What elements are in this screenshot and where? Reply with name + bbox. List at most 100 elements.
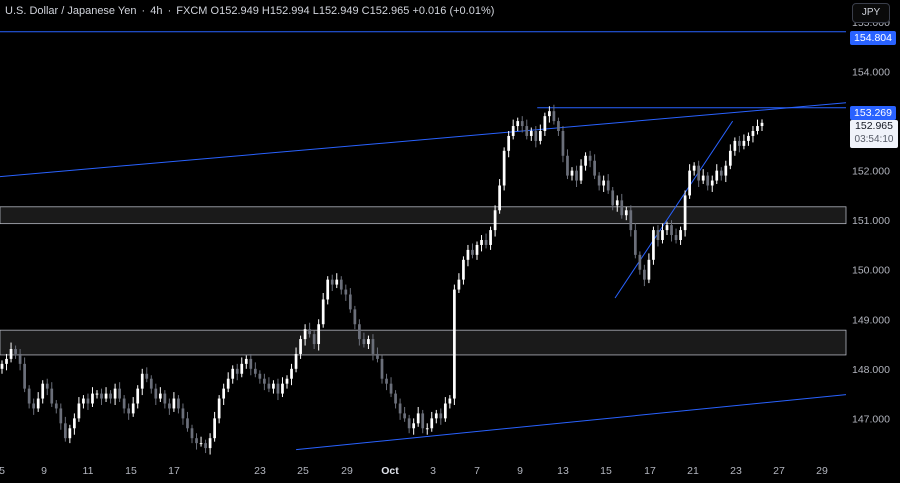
candle-body xyxy=(27,388,31,404)
source-label: FXCM xyxy=(176,5,208,17)
candle-body xyxy=(303,329,307,340)
candle-body xyxy=(756,126,759,131)
candle-body xyxy=(86,398,90,404)
candle-body xyxy=(742,140,746,146)
candle-body xyxy=(177,398,180,409)
candle-body xyxy=(380,358,384,379)
candle-body xyxy=(620,200,624,216)
candle-body xyxy=(389,383,393,394)
close-value: C152.965 xyxy=(361,5,410,17)
symbol-name[interactable]: U.S. Dollar / Japanese Yen xyxy=(5,5,137,17)
x-tick-label: 9 xyxy=(41,465,47,477)
candle-body xyxy=(253,368,257,374)
candle-body xyxy=(525,126,529,136)
candle-body xyxy=(706,175,710,186)
candle-body xyxy=(584,155,587,166)
candle-body xyxy=(579,165,583,181)
candle-body xyxy=(95,393,99,395)
candle-body xyxy=(724,165,728,176)
y-tick-label: 149.000 xyxy=(852,314,890,326)
x-tick-label: 9 xyxy=(517,465,523,477)
candle-body xyxy=(688,170,691,196)
candle-body xyxy=(100,393,103,399)
candle-body xyxy=(434,413,438,419)
candle-body xyxy=(63,423,67,439)
interval-label[interactable]: 4h xyxy=(150,5,163,17)
x-tick-label: 15 xyxy=(125,465,137,477)
candle-body xyxy=(529,131,533,136)
low-value: L152.949 xyxy=(312,5,359,17)
support-zone-0 xyxy=(0,206,847,225)
candle-body xyxy=(701,175,705,181)
candle-body xyxy=(652,230,655,260)
x-tick-label: 7 xyxy=(474,465,480,477)
candle-body xyxy=(760,122,764,127)
candle-body xyxy=(326,279,330,300)
candle-body xyxy=(54,403,58,409)
candle-body xyxy=(50,388,54,404)
candle-body xyxy=(109,393,112,399)
candle-body xyxy=(597,175,601,186)
candle-body xyxy=(36,398,40,409)
candle-body xyxy=(733,140,737,151)
candle-body xyxy=(272,383,275,389)
candle-body xyxy=(475,244,479,255)
x-tick-label: 15 xyxy=(600,465,612,477)
candle-body xyxy=(335,279,339,285)
last-price-value: 152.965 xyxy=(855,120,893,132)
candle-body xyxy=(674,235,678,240)
candle-body xyxy=(321,299,325,325)
candle-body xyxy=(73,418,76,429)
candle-body xyxy=(235,368,239,374)
candle-body xyxy=(308,329,311,335)
candle-body xyxy=(615,200,619,206)
candle-body xyxy=(502,150,506,186)
candle-body xyxy=(213,418,216,439)
candle-body xyxy=(353,309,357,325)
candle-body xyxy=(602,180,606,186)
candle-body xyxy=(416,413,420,424)
trendline-0 xyxy=(0,102,847,178)
candle-body xyxy=(507,135,511,151)
x-tick-label: 3 xyxy=(430,465,436,477)
candle-body xyxy=(520,121,524,127)
candle-body xyxy=(263,378,266,384)
candle-body xyxy=(376,353,379,359)
x-tick-label: 21 xyxy=(687,465,699,477)
candle-body xyxy=(113,388,117,399)
candle-body xyxy=(149,378,153,389)
candle-body xyxy=(638,254,642,270)
candle-body xyxy=(222,388,226,399)
candle-body xyxy=(457,279,461,290)
x-tick-label: 29 xyxy=(816,465,828,477)
candle-body xyxy=(136,388,140,404)
candle-body xyxy=(747,135,750,141)
candle-body xyxy=(538,131,542,141)
y-tick-label: 147.000 xyxy=(852,413,890,425)
candle-body xyxy=(276,383,280,394)
candle-body xyxy=(489,230,492,245)
currency-button[interactable]: JPY xyxy=(852,3,890,23)
candle-body xyxy=(606,180,610,191)
candle-body xyxy=(697,165,701,181)
y-tick-label: 148.000 xyxy=(852,364,890,376)
x-tick-label: 11 xyxy=(83,465,94,477)
candle-body xyxy=(168,403,171,409)
candle-body xyxy=(330,279,334,285)
candle-body xyxy=(362,339,366,345)
candle-body xyxy=(14,349,17,354)
candle-body xyxy=(68,428,72,439)
candle-body xyxy=(394,393,397,404)
candle-body xyxy=(484,240,488,245)
candle-body xyxy=(398,403,402,414)
candle-body xyxy=(226,378,230,389)
support-zone-1 xyxy=(0,329,847,356)
candle-body xyxy=(231,368,235,379)
candle-body xyxy=(471,249,474,255)
candle-body xyxy=(421,413,425,429)
candle-body xyxy=(552,111,556,122)
candle-body xyxy=(91,393,94,404)
candle-body xyxy=(0,363,4,369)
